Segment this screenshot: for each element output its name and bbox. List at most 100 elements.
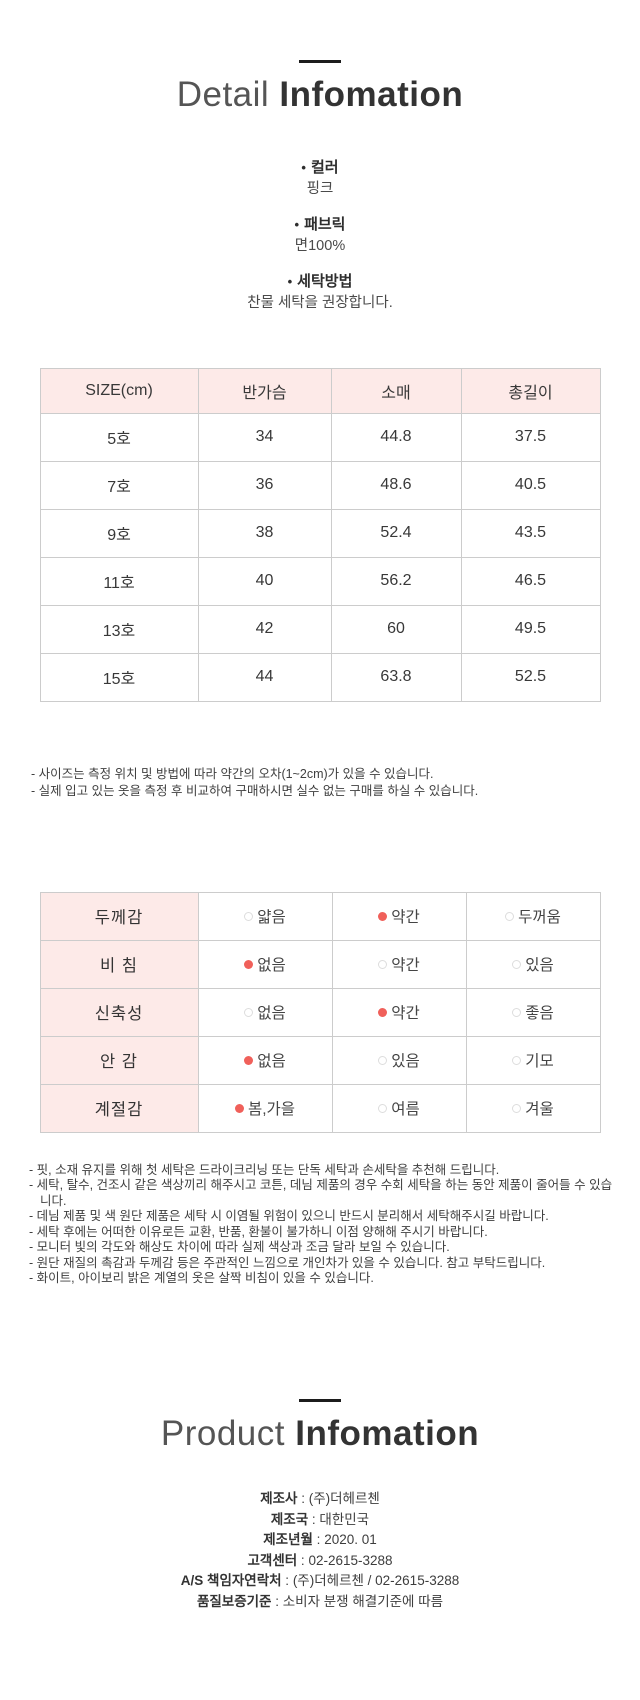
radio-unselected-icon [378, 960, 388, 969]
bullet-icon: • [294, 216, 300, 232]
size-note-line: - 실제 입고 있는 옷을 측정 후 비교하여 구매하시면 실수 없는 구매를 … [31, 783, 479, 798]
radio-selected-icon [244, 1056, 254, 1065]
attribute-option: 여름 [378, 1101, 420, 1118]
size-table-row: 11호 40 56.2 46.5 [39, 556, 601, 606]
size-table-row: 15호 44 63.8 52.5 [39, 652, 601, 702]
attribute-option-cell: 없음 [197, 987, 333, 1037]
size-cell: 42 [197, 604, 332, 654]
product-info-label: A/S 책임자연락처 [180, 1573, 282, 1588]
size-column-header: SIZE(cm) [39, 367, 199, 414]
product-info-label: 제조년월 [263, 1532, 313, 1547]
attribute-option-text: 약간 [391, 957, 420, 974]
bullet-label: • 패브릭 [0, 214, 640, 236]
product-info-value: 02-2615-3288 [308, 1552, 393, 1568]
size-cell: 63.8 [330, 652, 462, 702]
care-note-line: - 세탁 후에는 어떠한 이유로든 교환, 반품, 환불이 불가하니 이점 양해… [29, 1224, 488, 1239]
product-info-value: 소비자 분쟁 해결기준에 따름 [282, 1593, 444, 1609]
attribute-option-text: 봄,가을 [247, 1101, 296, 1118]
product-info-label: 제조국 [270, 1511, 309, 1527]
product-title-bold: Infomation [295, 1413, 480, 1453]
bullet-value: 찬물 세탁을 권장합니다. [247, 294, 393, 311]
care-note-line: - 화이트, 아이보리 밝은 계열의 옷은 살짝 비침이 있을 수 있습니다. [29, 1271, 374, 1285]
attribute-option: 약간 [378, 909, 420, 926]
attribute-option-cell: 기모 [465, 1035, 601, 1085]
product-info-separator: : [271, 1593, 283, 1609]
attribute-option-cell: 없음 [197, 939, 333, 989]
size-cell: 5호 [39, 412, 199, 462]
product-info-line: A/S 책임자연락처 : (주)더헤르첸 / 02-2615-3288 [0, 1571, 640, 1592]
product-info-separator: : [297, 1491, 309, 1506]
radio-unselected-icon [378, 1056, 388, 1065]
product-info-label: 고객센터 [247, 1552, 298, 1568]
size-cell: 38 [197, 508, 332, 558]
radio-unselected-icon [512, 1008, 522, 1017]
attribute-option-text: 두꺼움 [518, 909, 561, 926]
size-table-row: 13호 42 60 49.5 [39, 604, 601, 654]
radio-selected-icon [378, 912, 388, 921]
size-cell: 15호 [39, 652, 199, 702]
care-note-line: - 데님 제품 및 색 원단 제품은 세탁 시 이염될 위험이 있으니 반드시 … [29, 1209, 549, 1223]
attribute-option-cell: 두꺼움 [465, 891, 601, 941]
attribute-option-text: 겨울 [525, 1101, 554, 1118]
attribute-option-cell: 좋음 [465, 987, 601, 1037]
attribute-option-cell: 여름 [331, 1083, 467, 1133]
attribute-label: 비 침 [39, 939, 199, 989]
bullet-label-text: 컬러 [310, 158, 339, 176]
detail-section-header: Detail Infomation [0, 0, 640, 115]
bullet-icon: • [287, 273, 293, 289]
attribute-option-text: 없음 [257, 1005, 286, 1022]
size-column-header: 반가슴 [197, 367, 332, 414]
attribute-option-text: 기모 [525, 1053, 554, 1070]
product-info-separator: : [281, 1573, 293, 1588]
size-cell: 52.4 [330, 508, 462, 558]
radio-unselected-icon [512, 960, 522, 969]
care-note-line: - 세탁, 탈수, 건조시 같은 색상끼리 해주시고 코튼, 데님 제품의 경우… [29, 1178, 613, 1208]
attribute-option-cell: 약간 [331, 891, 467, 941]
product-info-value: (주)더헤르첸 [308, 1491, 380, 1506]
bullet-item: • 컬러 핑크 [0, 157, 640, 200]
bullet-label-text: 패브릭 [304, 215, 346, 233]
radio-unselected-icon [512, 1056, 522, 1065]
radio-unselected-icon [378, 1104, 388, 1113]
radio-unselected-icon [512, 1104, 522, 1113]
bullet-value: 면100% [294, 237, 346, 254]
product-info-label: 품질보증기준 [196, 1593, 272, 1609]
attribute-option: 없음 [244, 1005, 286, 1022]
size-cell: 36 [197, 460, 332, 510]
attribute-option: 약간 [378, 1005, 420, 1022]
size-note-line: - 사이즈는 측정 위치 및 방법에 따라 약간의 오차(1~2cm)가 있을 … [31, 766, 434, 781]
attribute-option: 얇음 [244, 909, 286, 926]
size-cell: 44.8 [330, 412, 462, 462]
size-cell: 43.5 [460, 508, 601, 558]
attribute-option-text: 약간 [391, 909, 420, 926]
size-cell: 52.5 [460, 652, 601, 702]
size-cell: 9호 [39, 508, 199, 558]
attribute-option: 있음 [378, 1053, 420, 1070]
radio-unselected-icon [244, 912, 254, 921]
radio-unselected-icon [505, 912, 515, 921]
product-section-title: Product Infomation [0, 1413, 640, 1454]
size-column-header: 총길이 [460, 367, 601, 414]
attribute-row: 안 감 없음 있음 기모 [39, 1035, 601, 1085]
product-info-list: 제조사 : (주)더헤르첸 제조국 : 대한민국 제조년월 : 2020. 01 고객… [0, 1489, 640, 1612]
attribute-row: 비 침 없음 약간 있음 [39, 939, 601, 989]
attribute-option-text: 좋음 [525, 1005, 554, 1022]
care-note-line: - 모니터 빛의 각도와 해상도 차이에 따라 실제 색상과 조금 달라 보일 … [29, 1240, 450, 1254]
attribute-option: 없음 [244, 957, 286, 974]
size-column-header: 소매 [330, 367, 462, 414]
care-note-line: - 핏, 소재 유지를 위해 첫 세탁은 드라이크리닝 또는 단독 세탁과 손세… [29, 1162, 500, 1177]
size-table: SIZE(cm) 반가슴 소매 총길이 5호 34 44.8 37.5 7호 36 48.6 40.… [39, 367, 601, 702]
attribute-label: 신축성 [39, 987, 199, 1037]
attribute-option: 두꺼움 [505, 909, 561, 926]
product-info-separator: : [308, 1511, 320, 1527]
size-cell: 48.6 [330, 460, 462, 510]
bullet-icon: • [301, 159, 306, 175]
attribute-option: 봄,가을 [234, 1101, 296, 1118]
radio-selected-icon [234, 1104, 244, 1113]
size-table-row: 7호 36 48.6 40.5 [39, 460, 601, 510]
attribute-option-text: 없음 [257, 1053, 286, 1070]
size-cell: 44 [197, 652, 332, 702]
attribute-option-cell: 있음 [331, 1035, 467, 1085]
product-info-line: 품질보증기준 : 소비자 분쟁 해결기준에 따름 [0, 1592, 640, 1613]
product-info-value: 2020. 01 [324, 1532, 377, 1547]
